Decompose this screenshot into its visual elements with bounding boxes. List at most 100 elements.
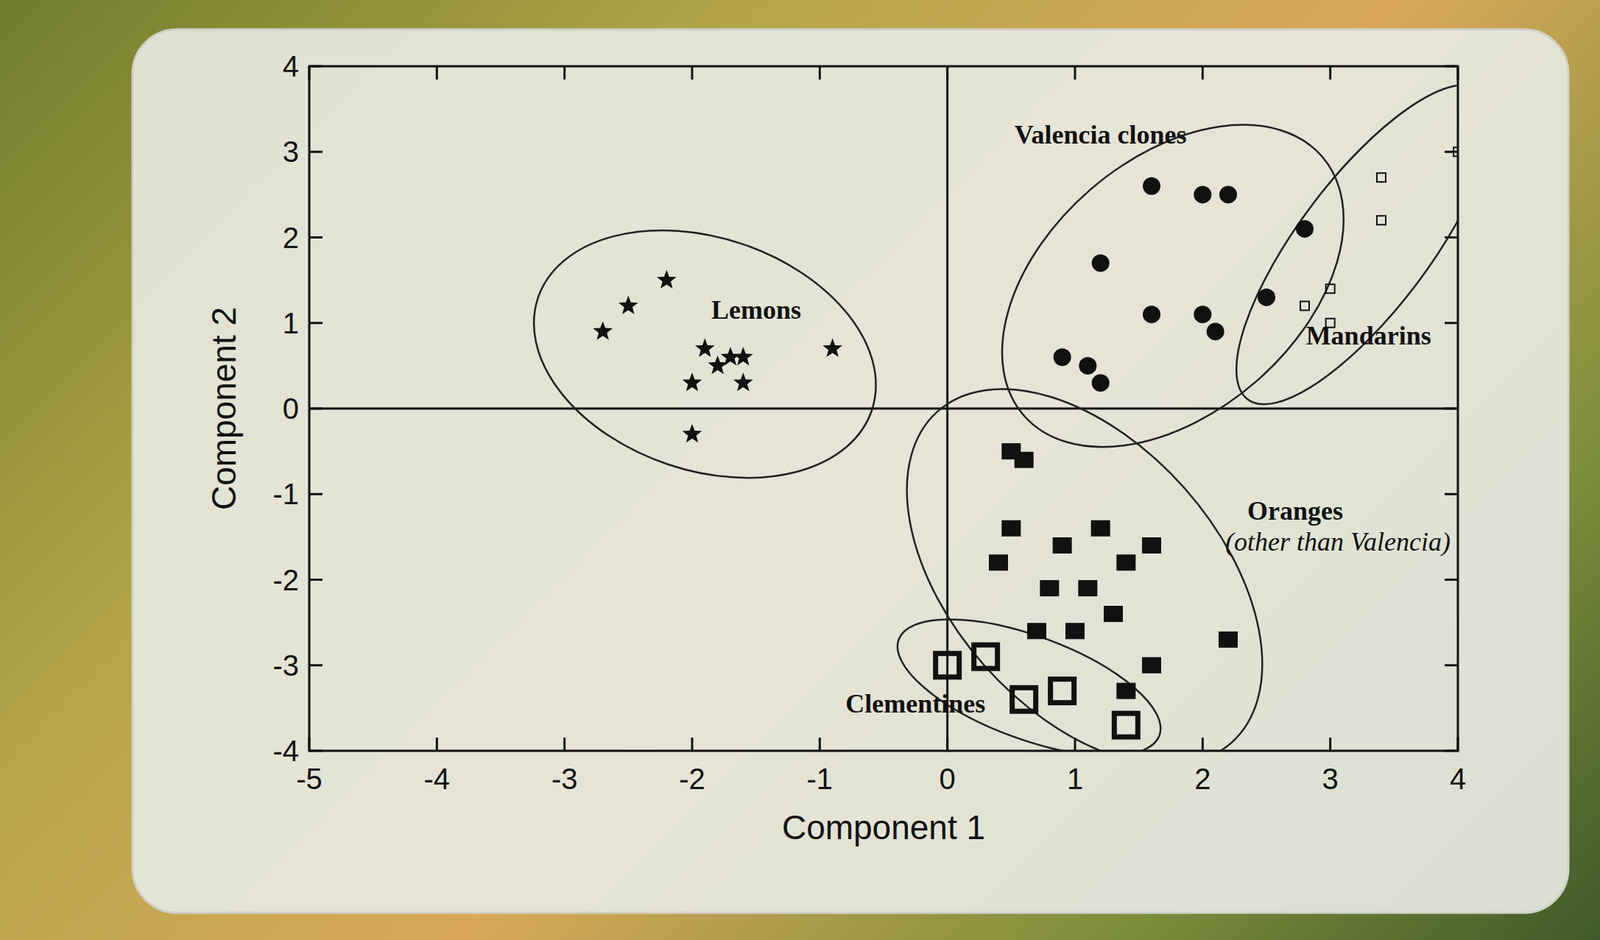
x-tick-top — [435, 66, 439, 80]
y-tick-label: -4 — [272, 734, 299, 768]
point — [1326, 284, 1335, 294]
point — [1001, 520, 1021, 537]
point — [1103, 605, 1123, 623]
point — [1142, 537, 1162, 554]
point — [1078, 357, 1097, 375]
zero-line-y — [309, 407, 1458, 411]
point — [592, 321, 613, 340]
x-tick — [946, 737, 949, 752]
x-tick-label: -2 — [678, 762, 706, 796]
point — [707, 355, 728, 375]
y-tick-label: -1 — [272, 477, 299, 511]
x-tick — [1201, 737, 1204, 752]
point — [1142, 657, 1162, 674]
point — [1091, 254, 1110, 272]
point — [1218, 631, 1238, 648]
y-tick — [309, 407, 323, 411]
x-tick-top — [563, 66, 566, 80]
point — [1376, 215, 1386, 225]
point — [1065, 622, 1085, 640]
x-tick-top — [1457, 66, 1460, 80]
point — [1114, 713, 1138, 738]
group-label: Lemons — [711, 295, 802, 325]
x-tick-label: -4 — [424, 762, 451, 796]
point — [1014, 452, 1034, 469]
y-tick-right — [1444, 664, 1458, 667]
y-tick — [309, 236, 323, 239]
group-ellipse — [500, 187, 909, 521]
x-tick-label: -1 — [806, 762, 834, 796]
x-tick-label: -3 — [551, 762, 579, 796]
point — [1077, 580, 1098, 597]
point — [1206, 322, 1225, 341]
point — [1142, 177, 1161, 196]
x-tick — [818, 737, 821, 752]
y-tick — [309, 578, 323, 581]
point — [1257, 288, 1276, 307]
point — [1219, 185, 1237, 204]
point — [935, 653, 960, 678]
group-ellipse — [940, 66, 1405, 511]
plot-area — [500, 66, 1458, 752]
x-tick-top — [1074, 66, 1077, 80]
x-tick-label: 3 — [1322, 762, 1339, 796]
x-tick-top — [818, 66, 821, 80]
y-tick-label: 1 — [282, 307, 299, 340]
y-tick-label: 2 — [282, 221, 299, 255]
point — [682, 372, 703, 391]
y-tick-right — [1444, 65, 1458, 68]
point — [1453, 147, 1458, 157]
y-tick-right — [1444, 150, 1458, 154]
point — [1116, 554, 1136, 571]
point — [1050, 679, 1075, 704]
y-tick — [309, 493, 323, 496]
y-tick — [309, 150, 323, 154]
point — [1300, 301, 1310, 311]
y-tick-right — [1444, 236, 1458, 239]
y-tick-right — [1444, 750, 1458, 753]
x-tick — [1329, 737, 1332, 752]
plot-frame — [309, 66, 1458, 752]
point — [1376, 173, 1386, 182]
point — [1039, 580, 1059, 597]
point — [1052, 537, 1073, 554]
y-axis-title: Component 2 — [204, 307, 243, 511]
point — [656, 270, 677, 289]
y-tick-label: -2 — [272, 564, 299, 597]
x-tick-top — [946, 66, 949, 80]
chart: -5-4-3-2-101234-4-3-2-101234Component 1C… — [0, 0, 1600, 940]
x-tick-label: 0 — [939, 762, 956, 796]
group-label: Mandarins — [1306, 321, 1432, 351]
x-tick-top — [1201, 66, 1204, 80]
x-tick — [691, 737, 694, 752]
point — [1091, 520, 1111, 537]
point — [988, 554, 1009, 571]
x-tick-label: 1 — [1066, 762, 1084, 796]
x-tick-top — [308, 66, 311, 80]
group-label: Clementines — [845, 689, 986, 719]
y-tick — [309, 664, 323, 667]
y-tick-label: 0 — [282, 392, 299, 425]
group-label-line: Oranges — [1247, 496, 1344, 526]
point — [822, 338, 843, 358]
x-tick-label: 4 — [1449, 762, 1466, 796]
x-axis-title: Component 1 — [781, 808, 986, 847]
x-tick-label: 2 — [1194, 762, 1211, 796]
x-tick — [308, 737, 311, 752]
point — [974, 645, 998, 669]
y-tick-label: 3 — [282, 135, 299, 168]
y-tick — [309, 750, 323, 753]
point — [1295, 220, 1314, 238]
group-label: Oranges(other than Valencia) — [1225, 496, 1451, 557]
point — [1116, 683, 1136, 700]
x-tick — [563, 737, 566, 752]
y-tick — [309, 321, 323, 324]
point — [1193, 185, 1212, 204]
point — [1193, 305, 1212, 324]
group-ellipse — [1195, 66, 1458, 439]
point — [720, 346, 741, 366]
group-label: Valencia clones — [1014, 120, 1187, 150]
point — [695, 338, 715, 358]
point — [1027, 622, 1047, 640]
group-ellipse — [880, 591, 1177, 752]
